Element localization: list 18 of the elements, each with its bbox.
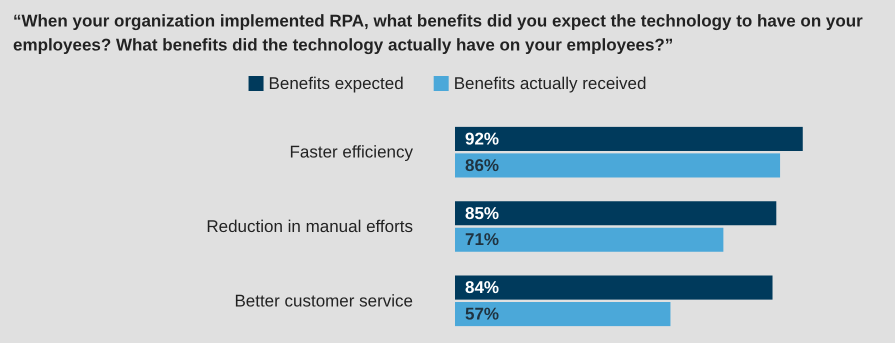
bar	[455, 201, 776, 226]
bar	[455, 126, 803, 151]
bar	[455, 276, 773, 300]
data-label: 86%	[465, 156, 500, 175]
legend-label: Benefits expected	[268, 74, 404, 93]
data-label: 71%	[465, 230, 500, 250]
bar	[455, 153, 780, 178]
legend-label: Benefits actually received	[454, 74, 646, 93]
y-tick-label: Faster efficiency	[290, 142, 414, 162]
bar	[455, 302, 670, 326]
data-label: 84%	[465, 278, 500, 298]
y-tick-label: Reduction in manual efforts	[206, 217, 413, 236]
chart-title: “When your organization implemented RPA, what benefits did you expect the technology to have on your employees? What benefits did the technology actually have on your employees?”	[13, 12, 868, 54]
data-label: 92%	[465, 129, 500, 148]
y-tick-label: Better customer service	[234, 291, 413, 310]
bar	[455, 228, 724, 252]
data-label: 57%	[465, 304, 500, 324]
data-label: 85%	[465, 204, 500, 223]
